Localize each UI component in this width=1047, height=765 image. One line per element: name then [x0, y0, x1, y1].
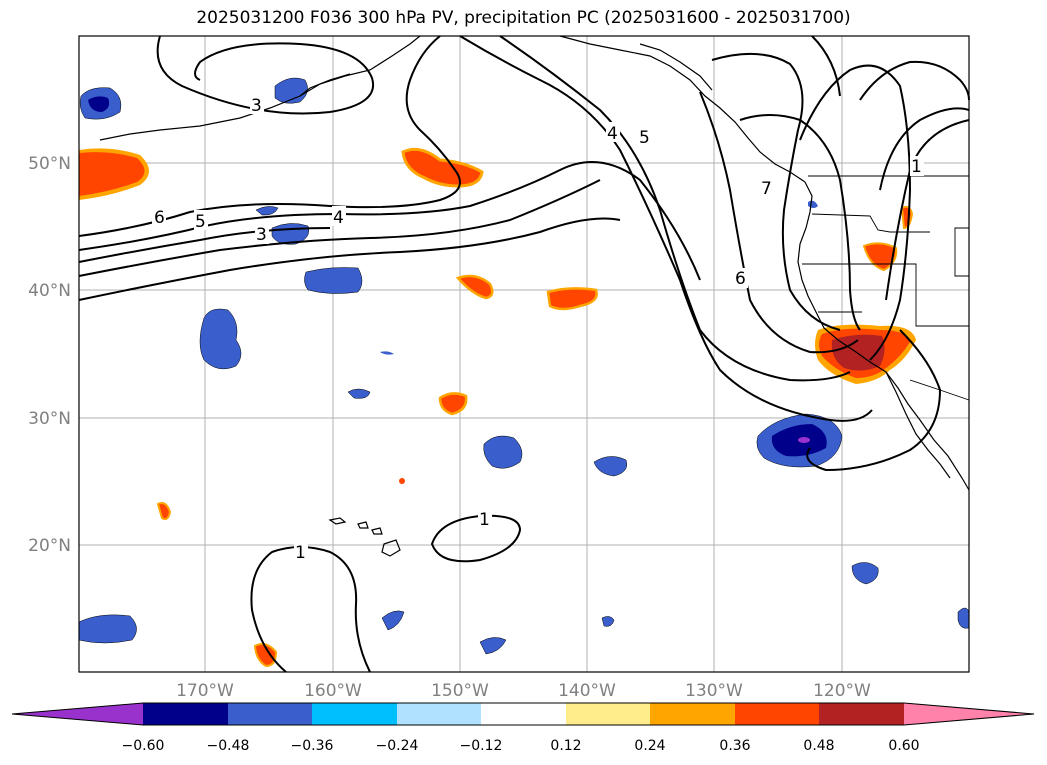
map-title: 2025031200 F036 300 hPa PV, precipitatio… — [196, 8, 851, 28]
lat-label-30n: 30°N — [28, 409, 71, 429]
colorbar-segment — [228, 703, 312, 725]
contour-label: 5 — [639, 128, 650, 148]
colorbar-extend-right — [904, 703, 1034, 725]
colorbar-tick-label: −0.36 — [291, 738, 334, 754]
lon-label-150w: 150°W — [431, 681, 489, 701]
map-frame — [78, 35, 970, 673]
colorbar-tick-label: 0.48 — [803, 738, 834, 754]
contour-label: 4 — [607, 124, 618, 144]
contour-label: 7 — [761, 179, 772, 199]
lon-label-130w: 130°W — [685, 681, 743, 701]
contour-label: 6 — [735, 269, 746, 289]
lat-label-20n: 20°N — [28, 536, 71, 556]
colorbar-segment — [143, 703, 228, 725]
colorbar-tick-label: −0.48 — [207, 738, 250, 754]
colorbar-segment — [819, 703, 904, 725]
lat-label-50n: 50°N — [28, 154, 71, 174]
longitude-labels: 170°W 160°W 150°W 140°W 130°W 120°W — [176, 681, 871, 701]
contour-label: 3 — [256, 225, 267, 245]
colorbar: −0.60 −0.48 −0.36 −0.24 −0.12 0.12 0.24 … — [11, 702, 1035, 754]
colorbar-segment — [312, 703, 397, 725]
colorbar-segment — [397, 703, 481, 725]
gridlines — [79, 36, 969, 672]
contour-label: 5 — [195, 212, 206, 232]
colorbar-tick-label: 0.60 — [888, 738, 919, 754]
lon-label-170w: 170°W — [176, 681, 234, 701]
contour-labels: 3 6 5 3 4 4 5 7 6 1 1 1 — [152, 94, 924, 563]
lon-label-120w: 120°W — [813, 681, 871, 701]
colorbar-tick-label: −0.24 — [376, 738, 419, 754]
colorbar-segment — [566, 703, 650, 725]
colorbar-segment — [481, 703, 566, 725]
colorbar-tick-label: 0.24 — [634, 738, 665, 754]
contour-label: 6 — [154, 208, 165, 228]
colorbar-tick-label: 0.36 — [719, 738, 750, 754]
contour-label: 1 — [479, 510, 490, 530]
colorbar-segment — [735, 703, 819, 725]
colorbar-extend-left — [12, 703, 143, 725]
colorbar-segment — [650, 703, 735, 725]
contour-label: 1 — [295, 543, 306, 563]
colorbar-tick-label: −0.12 — [460, 738, 503, 754]
lat-label-40n: 40°N — [28, 281, 71, 301]
precip-anomalies — [78, 77, 970, 668]
colorbar-tick-label: −0.60 — [122, 738, 165, 754]
lon-label-140w: 140°W — [558, 681, 616, 701]
colorbar-tick-label: 0.12 — [550, 738, 581, 754]
contour-label: 3 — [251, 96, 262, 116]
latitude-labels: 50°N 40°N 30°N 20°N — [28, 154, 71, 556]
coastlines — [99, 35, 970, 557]
contour-label: 1 — [911, 157, 922, 177]
lon-label-160w: 160°W — [304, 681, 362, 701]
contour-label: 4 — [333, 208, 344, 228]
